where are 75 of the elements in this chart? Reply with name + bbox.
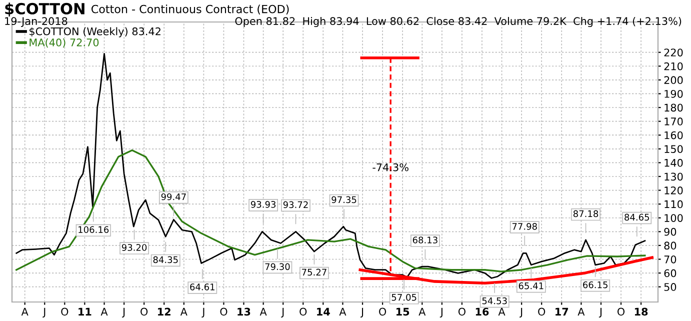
x-tick-label: A [260,308,267,316]
x-tick-label: J [360,308,364,318]
x-tick-label: O [61,308,68,316]
annotation: 66.15 [583,281,608,288]
y-tick-label: 150 [664,145,683,153]
x-tick-label: 14 [317,308,330,316]
annotation: 68.13 [412,236,438,244]
chart-title: $COTTON [5,2,84,16]
y-tick-label: 120 [664,186,683,194]
y-tick-label: 170 [664,118,683,126]
annotation: 79.30 [265,263,290,270]
y-tick-label: 220 [664,48,683,56]
x-tick-label: O [538,308,546,316]
annotation: 75.27 [302,268,326,276]
annotation: 93.20 [122,244,147,251]
y-tick-label: 210 [664,62,683,70]
x-tick-label: J [281,308,284,318]
y-tick-label: 50 [664,283,676,291]
annotation: 77.98 [512,222,537,230]
x-tick-label: A [339,308,346,316]
y-tick-label: 110 [664,200,683,208]
y-tick-label: 70 [664,255,676,264]
x-tick-label: J [598,308,602,318]
annotation: 97.35 [332,196,356,204]
x-tick-label: A [21,308,28,316]
y-tick-label: 90 [664,228,676,236]
x-tick-label: O [300,308,307,316]
annotation: 99.47 [161,193,186,200]
annotation: 54.53 [482,297,507,304]
annotation: Open 81.82 High 83.94 Low 80.62 Close 83.42 Volume 79.2K Chg +1.74 (+2.13%) [235,16,682,28]
annotation: 57.05 [392,294,416,301]
x-tick-label: 17 [556,308,568,316]
annotation: 19-Jan-2018 [5,17,68,27]
annotation: 84.35 [153,256,178,264]
annotation: 93.93 [250,200,276,208]
y-tick-label: 180 [664,104,683,112]
x-tick-label: J [42,308,46,318]
y-tick-label: 140 [664,158,683,167]
x-tick-label: J [440,308,442,318]
y-tick-label: 160 [664,131,683,140]
annotation: 65.41 [518,282,544,290]
y-tick-label: 200 [664,76,683,84]
x-tick-label: A [578,308,585,316]
annotation: 87.18 [573,210,598,218]
annotation: 93.72 [283,201,308,208]
x-tick-label: O [617,308,625,316]
x-tick-label: A [100,308,108,316]
y-tick-label: 60 [664,269,676,278]
x-tick-label: 12 [158,308,170,316]
x-tick-label: A [180,308,188,316]
annotation: 84.65 [624,214,650,221]
chart-subtitle: Cotton - Continuous Contract (EOD) [92,4,289,15]
x-tick-label: J [520,308,522,318]
annotation: -74.3% [372,163,408,172]
y-tick-label: 130 [664,172,683,181]
y-tick-label: 100 [664,214,683,222]
x-tick-label: 16 [476,308,489,316]
x-tick-label: J [122,308,125,318]
x-tick-label: 18 [634,308,648,316]
x-tick-label: 11 [78,308,92,316]
x-tick-label: 15 [396,308,410,316]
legend-label: $COTTON (Weekly) 83.42 [30,27,160,38]
y-tick-label: 80 [664,242,676,250]
x-tick-label: 13 [238,308,250,316]
x-tick-label: A [418,308,426,316]
x-tick-label: O [458,308,466,316]
x-tick-label: O [379,308,386,316]
x-tick-label: O [220,308,228,316]
annotation: 64.61 [190,284,214,290]
legend-label: MA(40) 72.70 [30,38,99,48]
y-tick-label: 190 [664,90,683,98]
x-tick-label: O [140,308,148,316]
x-tick-label: A [498,308,506,316]
annotation: 106.16 [78,226,109,234]
x-tick-label: J [202,308,204,318]
